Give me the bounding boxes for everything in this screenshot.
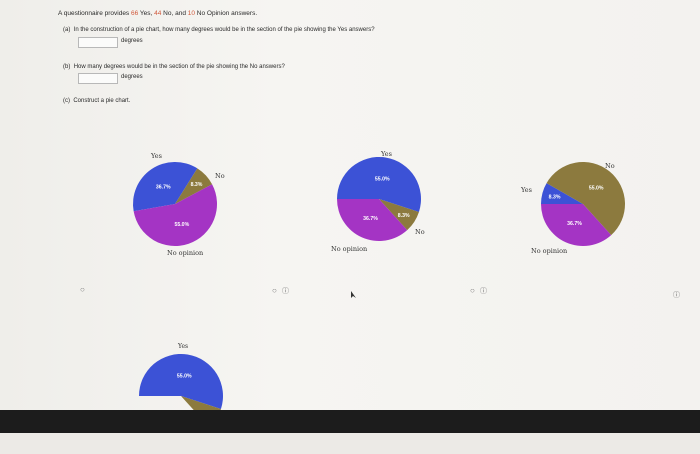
pie-slice-label: 36.7% bbox=[363, 216, 378, 222]
pie-chart-1: 36.7% 8.3% 55.0% bbox=[133, 162, 218, 247]
option-1-radio[interactable]: ○ bbox=[80, 285, 85, 294]
pie-slice-yes bbox=[139, 353, 223, 409]
question-intro: A questionnaire provides 66 Yes, 44 No, … bbox=[58, 10, 257, 17]
pie-slice-label: 55.0% bbox=[589, 186, 604, 192]
pie-chart-4: 55.0%8.3% bbox=[139, 353, 223, 428]
pie-slice-noop bbox=[337, 199, 408, 241]
pie3-noop-label: No opinion bbox=[531, 247, 568, 255]
info-icon[interactable]: ⓘ bbox=[673, 292, 680, 299]
option-2-radio[interactable]: ○ bbox=[272, 286, 277, 295]
intro-text: No, and bbox=[161, 10, 188, 17]
pie-slice-no bbox=[379, 199, 419, 231]
pie-slice-no bbox=[546, 161, 626, 236]
pie-slice-noop bbox=[541, 204, 612, 246]
pie1-no-label: No bbox=[215, 172, 225, 180]
part-b-answer-input[interactable] bbox=[78, 73, 118, 84]
pie-slice-yes bbox=[337, 156, 421, 212]
no-count: 44 bbox=[154, 10, 162, 17]
intro-text: A questionnaire provides bbox=[58, 10, 131, 17]
pie2-no-label: No bbox=[415, 228, 425, 236]
part-a-text: In the construction of a pie chart, how … bbox=[73, 27, 375, 33]
part-a-question: (a) In the construction of a pie chart, … bbox=[63, 27, 375, 33]
part-c-text: Construct a pie chart. bbox=[73, 98, 131, 104]
intro-text: Yes, bbox=[138, 10, 155, 17]
pie3-yes-label: Yes bbox=[521, 186, 532, 194]
mouse-cursor-icon bbox=[351, 291, 356, 298]
info-icon[interactable]: ⓘ bbox=[282, 288, 289, 295]
pie-slice-yes bbox=[541, 183, 583, 204]
pie-slice-yes bbox=[133, 162, 198, 212]
part-a-answer-input[interactable] bbox=[78, 37, 118, 48]
part-c-question: (c) Construct a pie chart. bbox=[63, 98, 130, 104]
pie3-no-label: No bbox=[605, 162, 615, 170]
pie-slice-label: 8.3% bbox=[398, 213, 410, 219]
pie2-noop-label: No opinion bbox=[331, 245, 368, 253]
question-page: A questionnaire provides 66 Yes, 44 No, … bbox=[0, 0, 700, 428]
part-b-question: (b) How many degrees would be in the sec… bbox=[63, 64, 285, 70]
part-b-unit: degrees bbox=[121, 74, 143, 80]
yes-count: 66 bbox=[131, 10, 139, 17]
part-a-unit: degrees bbox=[121, 38, 143, 44]
intro-text: No Opinion answers. bbox=[195, 10, 258, 17]
pie-slice-noop bbox=[133, 184, 218, 247]
option-3-radio[interactable]: ○ bbox=[470, 286, 475, 295]
pie-slice-label: 55.0% bbox=[177, 373, 192, 379]
info-icon[interactable]: ⓘ bbox=[480, 288, 487, 295]
pie-slice-label: 8.3% bbox=[191, 182, 203, 188]
pie4-yes-label: Yes bbox=[178, 343, 189, 350]
pie-chart-3: 8.3% 55.0% 36.7% bbox=[541, 161, 626, 246]
pie-chart-2: 55.0% 8.3% 36.7% bbox=[337, 156, 421, 241]
pie-slice-label: 55.0% bbox=[375, 176, 390, 182]
part-c-label: (c) bbox=[63, 98, 70, 104]
pie1-yes-label: Yes bbox=[151, 152, 162, 160]
pie2-yes-label: Yes bbox=[381, 150, 392, 158]
pie-slice-label: 55.0% bbox=[174, 222, 189, 228]
pie-slice-label: 8.3% bbox=[549, 194, 561, 200]
no-opinion-count: 10 bbox=[187, 10, 195, 17]
bottom-bar bbox=[0, 410, 700, 433]
pie-slice-label: 36.7% bbox=[567, 221, 582, 227]
part-a-label: (a) bbox=[63, 27, 71, 33]
pie-slice-no bbox=[175, 168, 213, 204]
pie1-noop-label: No opinion bbox=[167, 249, 204, 257]
part-b-text: How many degrees would be in the section… bbox=[73, 64, 285, 70]
pie-slice-label: 36.7% bbox=[156, 185, 171, 191]
part-b-label: (b) bbox=[63, 64, 71, 70]
